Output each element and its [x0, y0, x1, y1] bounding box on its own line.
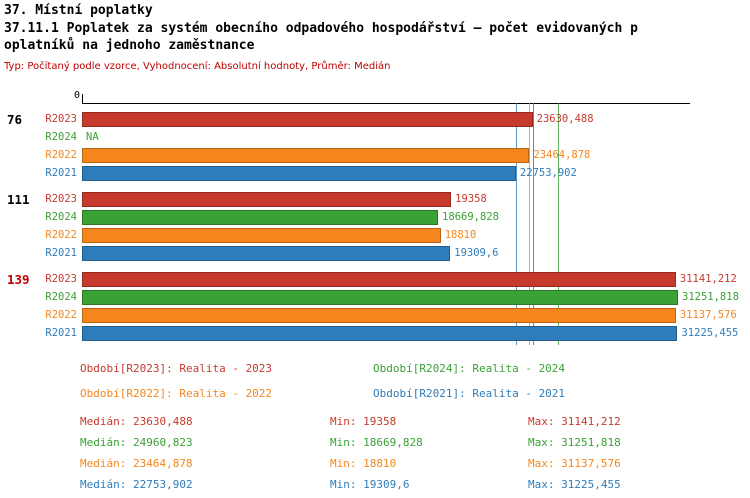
legend-item-r2022: Období[R2022]: Realita - 2022 — [80, 387, 273, 400]
plot-area: 0 76 R2023 23630,488 R2024 NA R2022 23464,878 R… — [0, 90, 750, 352]
group-label: 139 — [7, 272, 30, 287]
bar-value-label: NA — [86, 131, 99, 143]
x-axis-line — [82, 103, 690, 104]
bar-value-label: 31137,576 — [679, 309, 737, 321]
legend-item-r2024: Období[R2024]: Realita - 2024 — [373, 362, 566, 375]
stat-min-r2022: Min: 18810 — [330, 457, 397, 470]
bar-value-label: 31251,818 — [682, 291, 739, 303]
chart-subtitle-line2: oplatníků na jednoho zaměstnance — [4, 38, 255, 53]
median-line-r2022 — [529, 103, 531, 345]
group-label: 111 — [7, 192, 30, 207]
bar-value-label: 23630,488 — [536, 113, 594, 125]
chart-meta: Typ: Počítaný podle vzorce, Vyhodnocení:… — [4, 61, 391, 72]
bar-series-label: R2022 — [45, 229, 77, 241]
bar-series-label: R2023 — [45, 113, 77, 125]
median-line-r2023 — [532, 103, 534, 345]
stats-table: Medián: 23630,488 Min: 19358 Max: 31141,21… — [0, 415, 750, 498]
median-line-r2021 — [515, 103, 517, 345]
stat-median-r2023: Medián: 23630,488 — [80, 415, 193, 428]
bar-value-label: 23464,878 — [533, 149, 591, 161]
bar-series-label: R2023 — [45, 273, 77, 285]
stat-median-r2021: Medián: 22753,902 — [80, 478, 193, 491]
bar-r2023 — [82, 272, 676, 287]
stat-min-r2024: Min: 18669,828 — [330, 436, 423, 449]
chart-subtitle-line1: 37.11.1 Poplatek za systém obecního odpa… — [4, 21, 638, 36]
bar-r2024 — [82, 290, 678, 305]
stat-min-r2021: Min: 19309,6 — [330, 478, 410, 491]
median-line-r2024 — [558, 103, 560, 345]
bar-value-label: 31141,212 — [679, 273, 737, 285]
bar-r2021 — [82, 326, 678, 341]
group-label: 76 — [7, 112, 23, 127]
stat-median-r2022: Medián: 23464,878 — [80, 457, 193, 470]
bar-series-label: R2023 — [45, 193, 77, 205]
bar-series-label: R2024 — [45, 211, 77, 223]
chart-title: 37. Místní poplatky — [4, 3, 153, 18]
bar-series-label: R2022 — [45, 309, 77, 321]
bar-series-label: R2021 — [45, 167, 77, 179]
stat-max-r2024: Max: 31251,818 — [528, 436, 621, 449]
bar-r2024 — [82, 210, 439, 225]
bar-series-label: R2024 — [45, 131, 77, 143]
x-axis-tick — [82, 94, 83, 103]
bar-series-label: R2021 — [45, 247, 77, 259]
stat-max-r2022: Max: 31137,576 — [528, 457, 621, 470]
legend-item-r2023: Období[R2023]: Realita - 2023 — [80, 362, 273, 375]
bar-series-label: R2022 — [45, 149, 77, 161]
stat-max-r2021: Max: 31225,455 — [528, 478, 621, 491]
x-axis-zero-label: 0 — [74, 90, 81, 101]
bar-r2022 — [82, 148, 530, 163]
bar-r2023 — [82, 112, 533, 127]
bar-r2021 — [82, 246, 451, 261]
legend-item-r2021: Období[R2021]: Realita - 2021 — [373, 387, 566, 400]
bar-r2023 — [82, 192, 452, 207]
bar-value-label: 19358 — [455, 193, 487, 205]
bar-series-label: R2021 — [45, 327, 77, 339]
bar-series-label: R2024 — [45, 291, 77, 303]
bar-r2022 — [82, 228, 441, 243]
stat-median-r2024: Medián: 24960,823 — [80, 436, 193, 449]
stat-min-r2023: Min: 19358 — [330, 415, 397, 428]
bar-value-label: 19309,6 — [454, 247, 499, 259]
bar-r2021 — [82, 166, 516, 181]
bar-value-label: 18669,828 — [442, 211, 499, 223]
stat-max-r2023: Max: 31141,212 — [528, 415, 621, 428]
bar-value-label: 22753,902 — [519, 167, 577, 179]
bar-r2022 — [82, 308, 676, 323]
bar-value-label: 18810 — [444, 229, 477, 241]
bar-value-label: 31225,455 — [681, 327, 739, 339]
legend: Období[R2023]: Realita - 2023 Období[R202… — [0, 362, 750, 408]
